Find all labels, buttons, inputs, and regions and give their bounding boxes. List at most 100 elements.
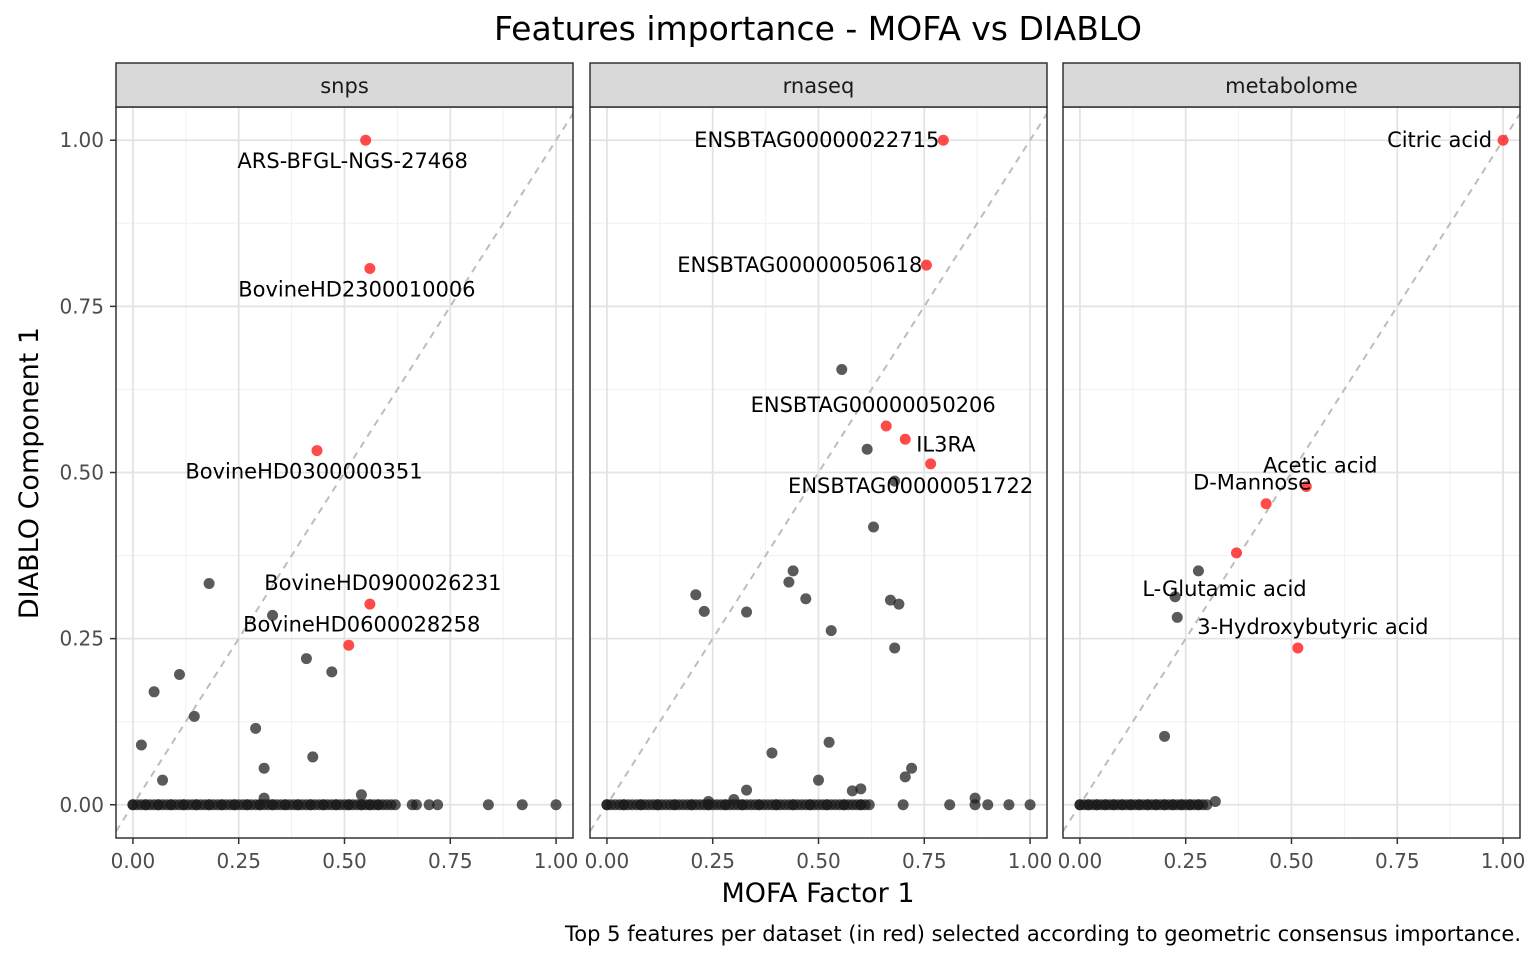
feature-label: ENSBTAG00000022715 — [694, 128, 939, 152]
x-tick-label: 0.50 — [322, 849, 367, 873]
data-point — [836, 363, 848, 375]
feature-label: Acetic acid — [1263, 453, 1377, 477]
data-point — [1159, 730, 1171, 742]
highlighted-point — [360, 134, 372, 146]
data-point — [859, 799, 871, 811]
highlighted-point — [343, 639, 355, 651]
data-point — [868, 521, 880, 533]
data-point — [969, 799, 981, 811]
data-point — [906, 762, 918, 774]
data-point — [203, 577, 215, 589]
data-point — [741, 784, 753, 796]
data-point — [1003, 799, 1015, 811]
feature-label: D-Mannose — [1193, 471, 1311, 495]
feature-label: BovineHD2300010006 — [238, 277, 475, 301]
highlighted-point — [880, 420, 892, 432]
facet-label: snps — [320, 74, 369, 98]
x-tick-label: 0.25 — [1163, 849, 1208, 873]
highlighted-point — [1300, 480, 1312, 492]
feature-label: BovineHD0300000351 — [185, 460, 422, 484]
data-point — [355, 789, 367, 801]
data-point — [698, 605, 710, 617]
x-tick-label: 0.25 — [690, 849, 735, 873]
feature-label: BovineHD0600028258 — [243, 612, 480, 636]
panels-group: ARS-BFGL-NGS-27468 BovineHD2300010006 Bovi… — [59, 62, 1526, 873]
feature-label: 3-Hydroxybutyric acid — [1197, 615, 1428, 639]
feature-label: IL3RA — [916, 432, 976, 456]
x-tick-label: 0.50 — [1269, 849, 1314, 873]
data-point — [1024, 799, 1036, 811]
facet-strip — [589, 62, 1048, 108]
data-point — [250, 722, 262, 734]
feature-label: Citric acid — [1387, 128, 1492, 152]
facet-label: rnaseq — [783, 74, 855, 98]
data-point — [825, 625, 837, 637]
feature-label: ENSBTAG00000050618 — [677, 253, 922, 277]
data-point — [385, 799, 397, 811]
data-point — [982, 799, 994, 811]
x-tick-label: 0.00 — [585, 849, 630, 873]
facet-label: metabolome — [1225, 74, 1358, 98]
x-tick-label: 1.00 — [534, 849, 579, 873]
data-point — [690, 589, 702, 601]
data-point — [258, 762, 270, 774]
highlighted-point — [925, 458, 937, 470]
data-point — [766, 747, 778, 759]
highlighted-point — [1230, 547, 1242, 559]
data-point — [550, 799, 562, 811]
data-point — [846, 785, 858, 797]
highlighted-point — [1497, 134, 1509, 146]
x-tick-label: 1.00 — [1481, 849, 1526, 873]
data-point — [861, 443, 873, 455]
data-point — [741, 606, 753, 618]
chart-title: Features importance - MOFA vs DIABLO — [494, 9, 1142, 48]
data-point — [855, 783, 867, 795]
x-tick-label: 1.00 — [1008, 849, 1053, 873]
y-tick-label: 0.00 — [59, 793, 104, 817]
data-point — [432, 799, 444, 811]
feature-label: ENSBTAG00000051722 — [788, 474, 1033, 498]
highlighted-point — [311, 445, 323, 457]
highlighted-point — [364, 598, 376, 610]
data-point — [813, 774, 824, 786]
data-point — [482, 799, 494, 811]
highlighted-point — [1292, 642, 1304, 654]
data-point — [1169, 591, 1181, 603]
highlighted-point — [937, 134, 949, 146]
y-tick-label: 0.75 — [59, 294, 104, 318]
facet-strip — [115, 62, 574, 108]
data-point — [897, 799, 909, 811]
data-point — [884, 594, 896, 606]
highlighted-point — [920, 259, 932, 271]
data-point — [173, 669, 185, 681]
x-tick-label: 0.75 — [428, 849, 473, 873]
panel-snps: ARS-BFGL-NGS-27468 BovineHD2300010006 Bovi… — [111, 62, 579, 873]
feature-label: BovineHD0900026231 — [264, 571, 501, 595]
data-point — [307, 751, 319, 763]
data-point — [300, 653, 312, 665]
data-point — [944, 799, 956, 811]
chart-caption: Top 5 features per dataset (in red) sele… — [564, 922, 1521, 946]
x-tick-label: 0.00 — [111, 849, 156, 873]
data-point — [893, 598, 905, 610]
data-point — [1209, 795, 1221, 807]
x-tick-label: 0.50 — [796, 849, 841, 873]
data-point — [899, 771, 911, 783]
data-point — [135, 739, 147, 751]
y-tick-label: 1.00 — [59, 128, 104, 152]
x-tick-label: 0.75 — [1375, 849, 1420, 873]
y-tick-label: 0.50 — [59, 461, 104, 485]
x-tick-label: 0.25 — [216, 849, 261, 873]
feature-label: ARS-BFGL-NGS-27468 — [237, 149, 467, 173]
facet-strip — [1062, 62, 1521, 108]
y-tick-label: 0.25 — [59, 627, 104, 651]
data-point — [800, 593, 812, 605]
panel-rnaseq: ENSBTAG00000022715 ENSBTAG00000050618 ENSB… — [585, 62, 1053, 873]
data-point — [787, 565, 799, 577]
data-point — [889, 642, 901, 654]
x-tick-label: 0.75 — [902, 849, 947, 873]
data-point — [423, 799, 435, 811]
data-point — [823, 736, 835, 748]
